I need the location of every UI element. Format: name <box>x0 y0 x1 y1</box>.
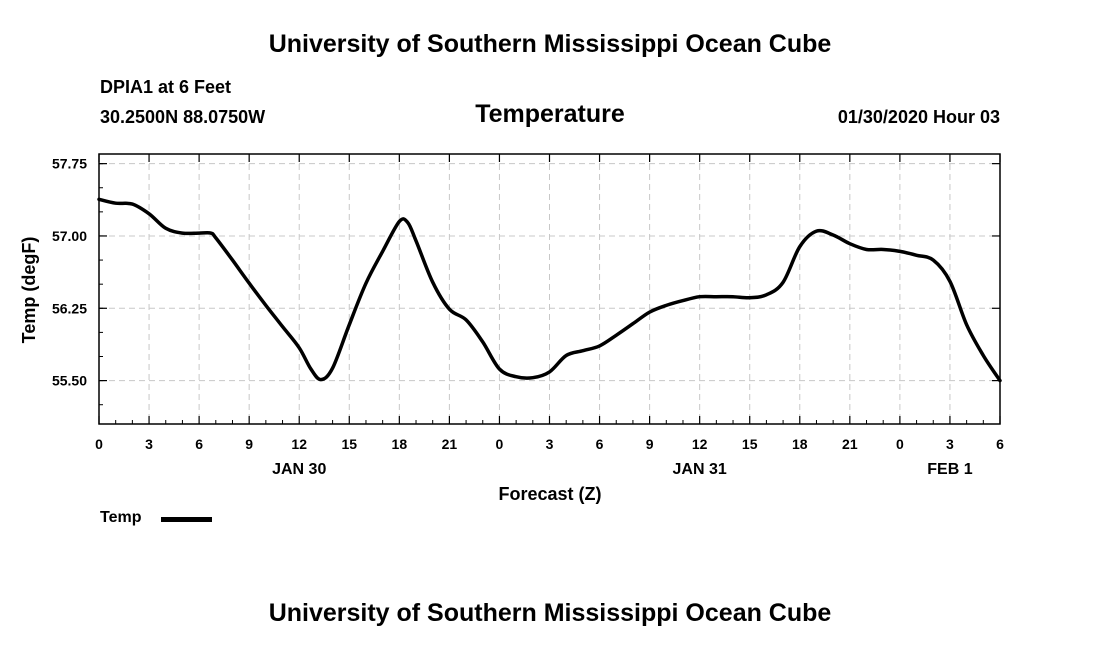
grid-lines <box>99 154 1000 424</box>
y-tick-label: 57.00 <box>52 228 87 244</box>
legend-swatch <box>161 517 212 522</box>
x-tick-label: 18 <box>792 436 808 452</box>
forecast-datetime: 01/30/2020 Hour 03 <box>837 107 1000 127</box>
axis-labels: Forecast (Z) Temp (degF) <box>19 237 602 504</box>
x-tick-label: 21 <box>842 436 858 452</box>
x-tick-label: 3 <box>145 436 153 452</box>
legend-label: Temp <box>100 509 142 526</box>
x-tick-label: 0 <box>496 436 504 452</box>
x-tick-label: 15 <box>341 436 357 452</box>
x-tick-label: 12 <box>692 436 708 452</box>
page-title: University of Southern Mississippi Ocean… <box>268 30 832 58</box>
y-axis-label: Temp (degF) <box>19 237 39 344</box>
date-label: JAN 30 <box>272 461 326 478</box>
footer-title: University of Southern Mississippi Ocean… <box>268 599 832 627</box>
x-tick-label: 15 <box>742 436 758 452</box>
x-tick-label: 0 <box>896 436 904 452</box>
y-tick-label: 55.50 <box>52 373 87 389</box>
y-tick-label: 57.75 <box>52 156 87 172</box>
y-tick-label: 56.25 <box>52 300 87 316</box>
date-label: JAN 31 <box>673 461 727 478</box>
x-tick-label: 9 <box>646 436 654 452</box>
temp-series-line <box>97 197 1002 383</box>
station-coordinates: 30.2500N 88.0750W <box>100 107 266 127</box>
series-layer <box>97 197 1002 383</box>
x-tick-label: 6 <box>996 436 1004 452</box>
x-tick-label: 6 <box>596 436 604 452</box>
x-tick-label: 6 <box>195 436 203 452</box>
x-tick-label: 21 <box>442 436 458 452</box>
x-tick-label: 3 <box>946 436 954 452</box>
x-tick-label: 18 <box>392 436 408 452</box>
x-tick-label: 3 <box>546 436 554 452</box>
chart-axes: 0 3 6 9 12 15 18 21 0 3 6 9 12 15 18 21 0 3 6 JAN 30 JAN 31 F… <box>52 153 1004 478</box>
station-name: DPIA1 at 6 Feet <box>100 77 232 97</box>
x-tick-label: 9 <box>245 436 253 452</box>
x-tick-label: 0 <box>95 436 103 452</box>
date-label: FEB 1 <box>927 461 972 478</box>
x-axis-label: Forecast (Z) <box>498 484 601 504</box>
x-tick-label: 12 <box>291 436 307 452</box>
chart-title: Temperature <box>475 100 625 128</box>
